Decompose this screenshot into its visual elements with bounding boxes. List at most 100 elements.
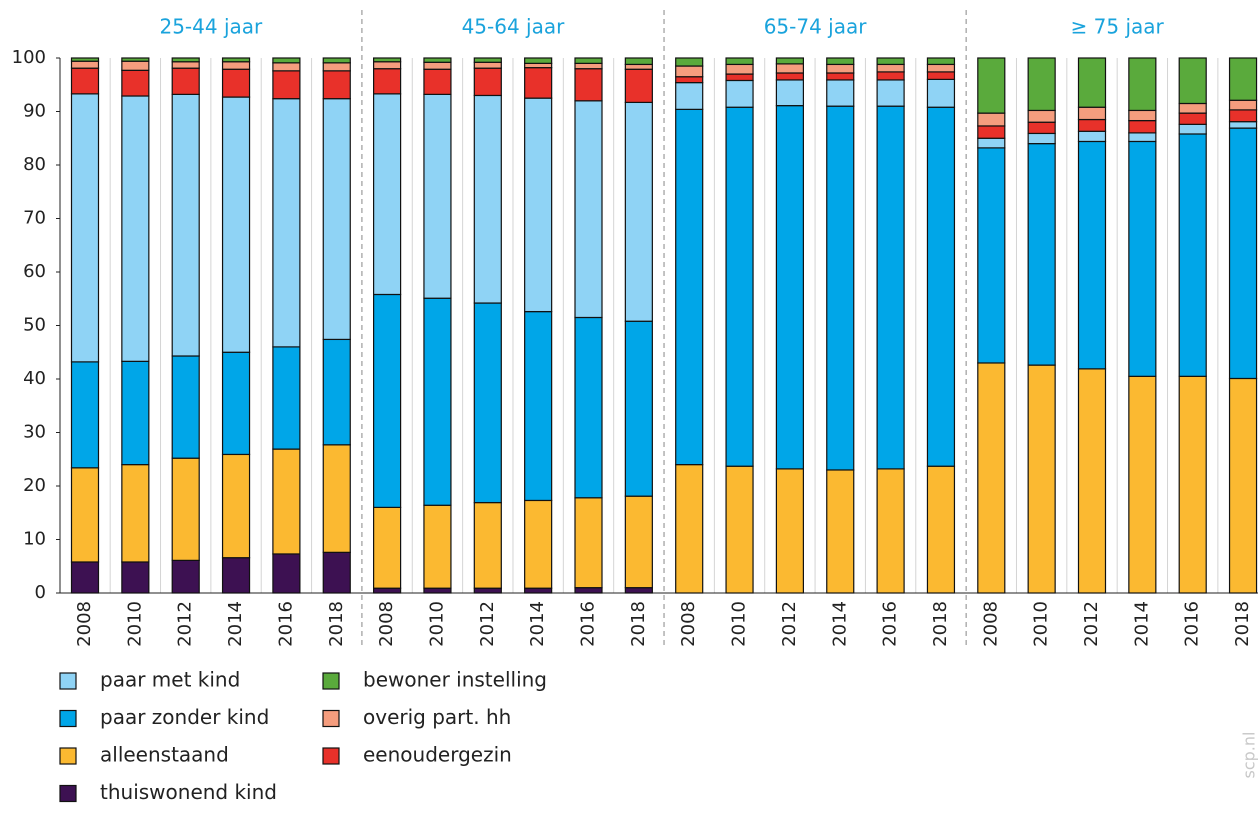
bar-segment: [775, 63, 805, 74]
bar-segment: [1128, 119, 1157, 134]
bar-segment: [574, 68, 603, 102]
bar-segment: [675, 464, 704, 594]
bar-segment: [1077, 140, 1107, 370]
x-tick-label: 2016: [578, 601, 599, 647]
bar-segment: [171, 57, 200, 63]
bar-segment: [221, 351, 251, 456]
bar-segment: [1027, 364, 1056, 594]
bar-segment: [473, 94, 502, 304]
bar-segment: [977, 57, 1006, 114]
bar-segment: [624, 495, 653, 589]
bar-segment: [977, 147, 1006, 364]
y-tick-label: 10: [23, 529, 46, 550]
legend-swatch: [322, 709, 340, 728]
bar-segment: [926, 465, 956, 594]
bar-segment: [675, 65, 704, 78]
bar-segment: [574, 587, 603, 594]
bar-segment: [1228, 57, 1258, 101]
bar-segment: [725, 465, 754, 594]
bar-segment: [423, 587, 452, 594]
bar-segment: [171, 355, 200, 459]
bar-segment: [121, 360, 150, 466]
bar-segment: [373, 61, 402, 70]
x-tick-label: 2018: [628, 601, 649, 647]
bar-segment: [675, 57, 704, 67]
bar-segment: [70, 561, 100, 594]
x-tick-label: 2008: [74, 601, 95, 647]
bar-segment: [1027, 57, 1056, 112]
group-label: ≥ 75 jaar: [1071, 15, 1165, 39]
bar-segment: [322, 57, 351, 64]
bar-segment: [272, 62, 301, 72]
bar-segment: [524, 97, 553, 313]
x-tick-label: 2012: [477, 601, 498, 647]
bar-segment: [322, 62, 351, 72]
bar-segment: [574, 497, 603, 589]
bar-segment: [272, 98, 301, 348]
x-tick-label: 2014: [1131, 601, 1152, 647]
legend-swatch: [59, 784, 77, 803]
bar-segment: [876, 63, 905, 73]
bar-segment: [624, 57, 653, 66]
y-tick-label: 80: [23, 154, 46, 175]
legend-swatch: [322, 747, 340, 765]
bar-segment: [725, 73, 754, 82]
y-tick-label: 70: [23, 208, 46, 229]
bar-segment: [1077, 106, 1107, 121]
bar-segment: [1027, 121, 1056, 135]
bar-segment: [473, 587, 502, 594]
bar-segment: [826, 72, 855, 81]
bar-segment: [524, 62, 553, 69]
bar-segment: [171, 61, 200, 69]
x-tick-label: 2016: [275, 601, 296, 647]
x-tick-label: 2016: [880, 601, 901, 647]
x-tick-label: 2010: [124, 601, 145, 647]
bar-segment: [624, 101, 653, 322]
bar-segment: [624, 68, 653, 104]
bar-segment: [423, 504, 452, 589]
group-label: 65-74 jaar: [764, 15, 868, 39]
bar-segment: [473, 61, 502, 69]
bar-segment: [876, 79, 905, 107]
bar-segment: [1077, 130, 1107, 143]
bar-segment: [171, 93, 200, 357]
x-tick-label: 2008: [376, 601, 397, 647]
bar-segment: [221, 61, 251, 70]
bar-segment: [524, 57, 553, 64]
bar-segment: [1027, 109, 1056, 123]
bar-segment: [1128, 375, 1157, 594]
bar-segment: [373, 293, 402, 508]
bar-segment: [725, 57, 754, 66]
bar-segment: [1077, 118, 1107, 132]
legend-label: bewoner instelling: [363, 668, 547, 692]
bar-segment: [171, 559, 200, 594]
bar-segment: [775, 57, 805, 65]
bar-segment: [272, 346, 301, 450]
bar-segment: [624, 63, 653, 70]
y-tick-label: 100: [12, 47, 46, 68]
bar-segment: [272, 553, 301, 594]
y-tick-label: 0: [35, 582, 46, 603]
bar-segment: [675, 76, 704, 84]
bar-segment: [1228, 99, 1258, 111]
bar-segment: [775, 468, 805, 594]
x-tick-label: 2012: [1081, 601, 1102, 647]
bar-segment: [876, 105, 905, 470]
bar-segment: [876, 57, 905, 66]
bar-segment: [1178, 112, 1207, 125]
bar-segment: [1178, 133, 1207, 377]
bar-segment: [1128, 57, 1157, 112]
bar-segment: [1128, 140, 1157, 377]
watermark: scp.nl: [1240, 732, 1258, 779]
bar-segment: [876, 71, 905, 81]
bar-segment: [423, 297, 452, 506]
bar-segment: [423, 93, 452, 299]
bar-segment: [121, 60, 150, 71]
legend-label: paar zonder kind: [100, 705, 269, 729]
bar-segment: [574, 100, 603, 319]
y-tick-label: 20: [23, 475, 46, 496]
bar-segment: [725, 106, 754, 467]
x-tick-label: 2014: [225, 601, 246, 647]
bar-segment: [221, 557, 251, 594]
bar-segment: [624, 587, 653, 594]
